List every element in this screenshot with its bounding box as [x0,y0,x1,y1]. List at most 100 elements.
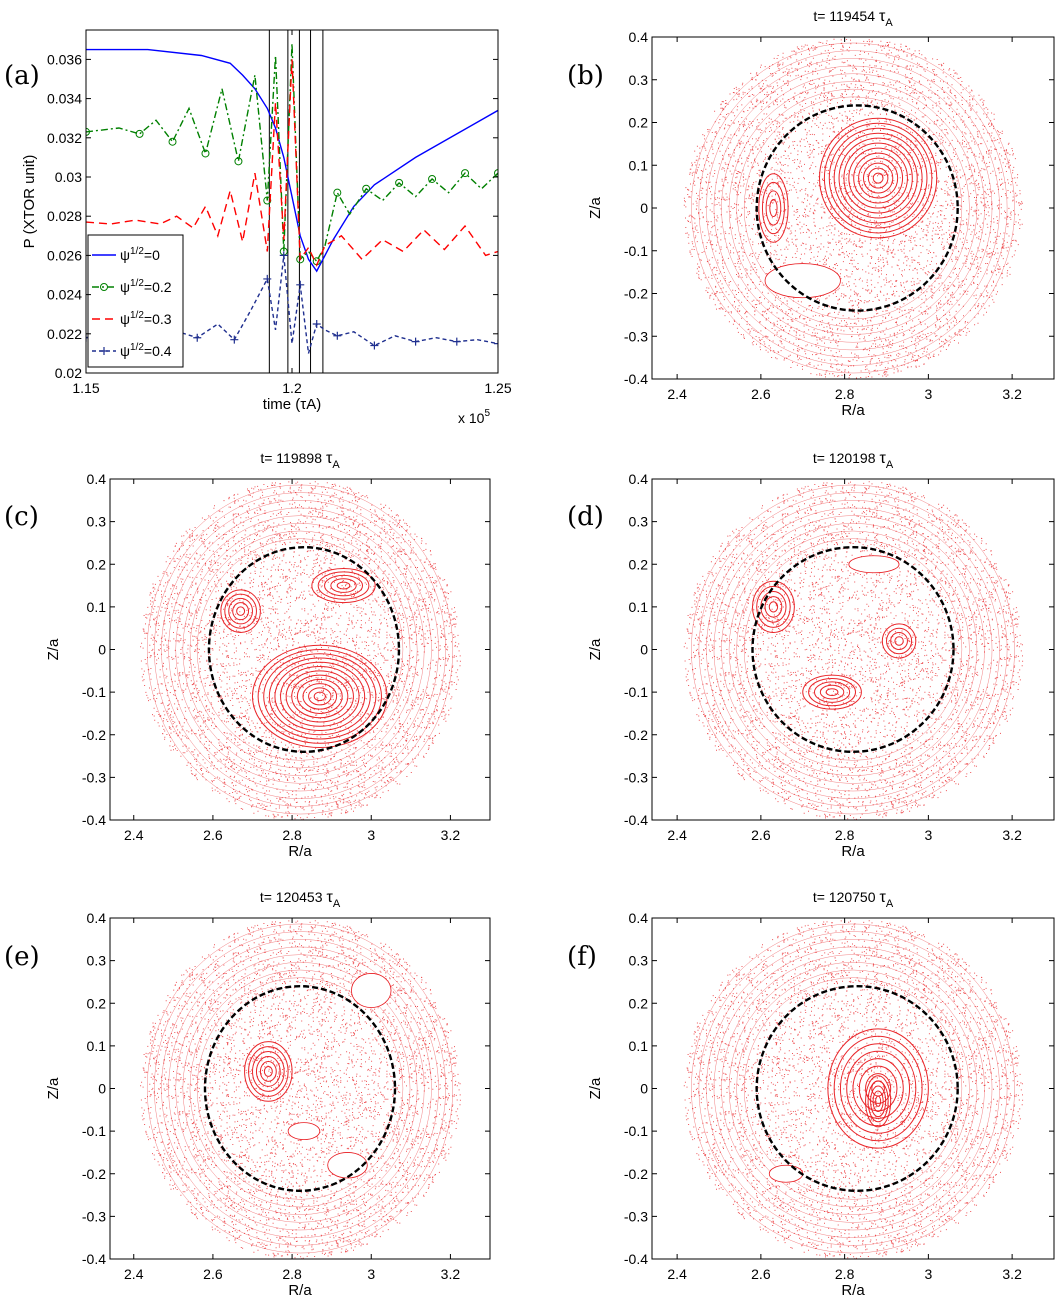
void-region-0 [764,263,841,299]
island-ring-0 [768,601,779,613]
flux-surface [161,500,439,799]
island-ring-0 [252,1051,285,1092]
x-tick-label: 2.6 [751,1266,771,1282]
x-axis-label: R/a [841,402,865,419]
island-ring-2 [890,631,908,650]
island-ring-0 [313,691,326,702]
y-tick-label: 0.1 [629,599,649,615]
legend-name: ψ [120,311,130,327]
point-marker [296,280,305,289]
flux-surface [736,530,970,769]
x-axis-label: R/a [288,843,312,860]
point-marker [333,188,342,197]
point-marker [395,178,404,187]
x-tick-label: 3 [924,386,932,402]
y-tick-label: -0.3 [624,328,648,344]
island-ring-0 [285,670,354,723]
y-tick-label: 0.2 [629,995,649,1011]
point-marker [370,341,379,350]
y-tick-label: 0 [640,1081,648,1097]
point-marker [362,184,371,193]
y-tick-label: 0.2 [629,556,649,572]
legend-sup: 1/2 [130,278,144,289]
island-ring-0 [848,147,908,209]
flux-surface [698,492,1008,807]
island-ring-0 [872,1090,884,1113]
point-marker [168,137,177,146]
point-marker [461,169,470,178]
panel-e: t= 120453 τA 2.4 2.6 2.8 3 3.2 -0.4 -0.3 -0.2 -0.1… [4,889,491,1299]
poincare-points [140,481,461,820]
y-tick-label: -0.2 [624,727,648,743]
x-tick-label: 2.4 [667,827,687,843]
y-tick-label: 0.1 [629,157,649,173]
legend: ψ1/2=0ψ1/2=0.2ψ1/2=0.3ψ1/2=0.4 [87,234,184,368]
y-tick-label: 0.03 [55,169,82,185]
x-tick-label: 3 [367,827,375,843]
island-ring-2 [886,627,913,655]
island-ring-2 [894,636,904,646]
legend-box [87,234,184,368]
panel-title-sub: A [885,17,893,29]
panel-title: t= 120453 τA [260,889,341,910]
y-tick-label: -0.4 [624,812,648,828]
y-tick-label: 0.1 [87,599,107,615]
x-tick-label: 3 [367,1266,375,1282]
point-marker [312,320,321,328]
panel-title-sub: A [333,898,341,910]
island-ring-1 [813,681,851,703]
island-ring-2 [317,571,370,600]
plot-area-b [683,38,1023,379]
y-tick-label: 0.4 [87,910,107,926]
island-ring-0 [819,117,938,239]
island-ring-0 [259,1061,277,1082]
flux-surface [196,538,404,761]
island-ring-0 [248,1046,289,1097]
panel-d: t= 120198 τA 2.4 2.6 2.8 3 3.2 -0.4 -0.3 -0.2 -0.1… [567,450,1055,860]
island-ring-1 [232,602,250,621]
panel-title-sub: A [886,898,894,910]
panel-label: (a) [4,61,40,91]
island-ring-0 [302,683,338,710]
y-tick-label: 0 [98,1081,106,1097]
panel-title-sub: A [886,459,894,471]
island-ring-0 [296,678,343,714]
point-marker [230,335,239,344]
y-tick-label: 0.034 [47,91,82,107]
x-tick-label: 3.2 [441,827,461,843]
island-ring-0 [838,137,918,219]
island-ring-0 [308,687,332,706]
y-tick-label: 0.026 [47,247,82,263]
x-tick-label: 1.2 [282,380,302,396]
island-ring-2 [311,568,376,604]
flux-surface [706,500,1000,799]
panel-title-time: t= 120453 [260,889,323,905]
x-exponent-power: 5 [484,408,490,419]
y-tick-label: 0.4 [629,471,649,487]
point-marker [135,129,144,138]
y-axis-label: Z/a [587,638,604,660]
y-tick-label: -0.2 [82,727,106,743]
series-line-2 [86,59,498,267]
panel-title: t= 120750 τA [813,889,894,910]
x-exponent-label: x 105 [458,408,490,426]
panel-title-time: t= 120750 [813,889,876,905]
y-tick-label: -0.4 [82,1251,106,1267]
island-ring-1 [852,1058,904,1119]
panel-title: t= 120198 τA [813,450,894,471]
panel-label: (b) [567,61,604,91]
y-axis-label: Z/a [45,638,62,660]
y-tick-label: -0.4 [82,812,106,828]
island-ring-0 [752,580,795,633]
legend-sup: 1/2 [130,246,144,257]
flux-surface [743,96,963,320]
island-ring-0 [244,1041,293,1102]
flux-surface [713,507,993,792]
y-tick-label: 0.4 [629,29,649,45]
point-marker [494,339,498,348]
plot-area-e [140,920,461,1259]
point-marker [193,333,202,342]
island-ring-0 [764,596,783,618]
flux-surface [196,977,404,1200]
